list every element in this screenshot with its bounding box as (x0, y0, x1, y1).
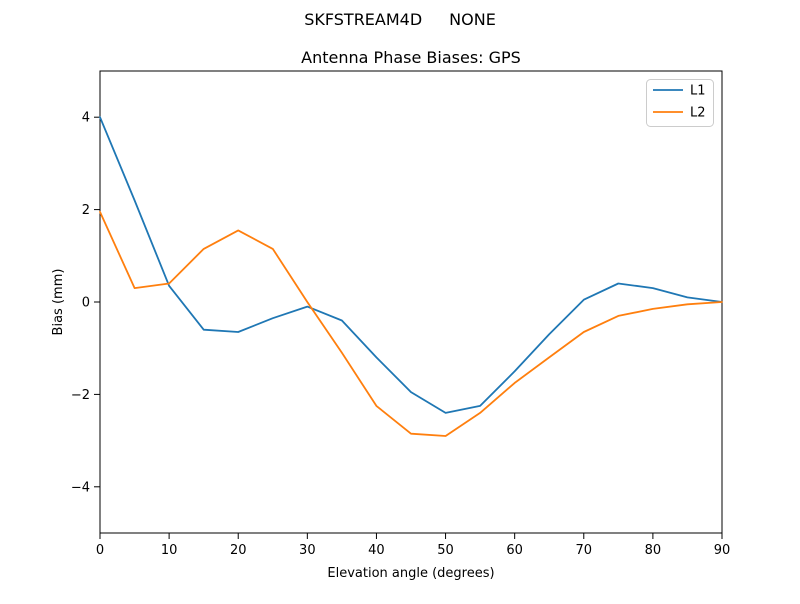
y-axis: −4 −2 0 2 4 (71, 111, 100, 495)
plot-area-border (99, 70, 723, 534)
x-tick-label: 20 (230, 543, 247, 558)
suptitle-station: SKFSTREAM4D (304, 10, 422, 29)
x-tick-label: 10 (161, 543, 178, 558)
x-tick-label: 70 (576, 543, 593, 558)
x-tick-label: 30 (299, 543, 316, 558)
x-tick-label: 90 (714, 543, 731, 558)
x-axis: 0 10 20 30 40 50 60 70 80 90 (96, 533, 730, 558)
series-line-l1 (99, 116, 723, 414)
y-tick-label: 2 (82, 203, 90, 218)
x-tick-label: 40 (368, 543, 385, 558)
suptitle-solution: NONE (449, 10, 496, 29)
legend-label-l2: L2 (690, 106, 706, 121)
series-line-l2 (99, 210, 723, 437)
y-tick-label: −2 (71, 388, 90, 403)
legend-label-l1: L1 (690, 84, 706, 99)
x-tick-label: 50 (437, 543, 454, 558)
legend-box (646, 79, 714, 127)
x-tick-label: 0 (96, 543, 104, 558)
x-tick-label: 60 (506, 543, 523, 558)
y-axis-label: Bias (mm) (51, 269, 66, 336)
y-tick-label: 4 (82, 111, 90, 126)
series-lines (99, 116, 723, 437)
y-tick-label: −4 (71, 480, 90, 495)
axes-title: Antenna Phase Biases: GPS (301, 48, 521, 67)
x-axis-label: Elevation angle (degrees) (327, 566, 494, 581)
y-tick-label: 0 (82, 296, 90, 311)
figure-suptitle: SKFSTREAM4D NONE (304, 10, 496, 29)
x-tick-label: 80 (645, 543, 662, 558)
